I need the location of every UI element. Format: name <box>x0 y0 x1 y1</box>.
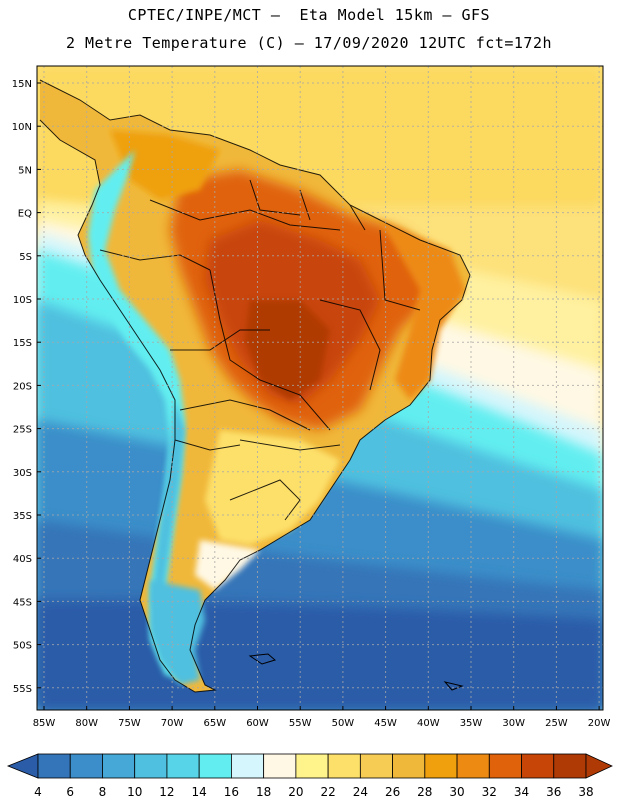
chart-title-line-1: CPTEC/INPE/MCT – Eta Model 15km – GFS <box>127 6 491 24</box>
colorbar-swatch <box>392 753 426 779</box>
lon-label-25w: 25W <box>545 718 568 729</box>
colorbar-label: 4 <box>34 785 42 799</box>
colorbar-swatch <box>456 753 490 779</box>
colorbar-label: 22 <box>320 785 335 799</box>
colorbar-label: 24 <box>353 785 368 799</box>
lat-label-5n: 5N <box>18 165 32 176</box>
lon-label-85w: 85W <box>33 718 56 729</box>
lat-label-10n: 10N <box>12 122 32 133</box>
colorbar-swatch <box>37 753 71 779</box>
lat-label-10s: 10S <box>13 295 32 306</box>
chart-title-line-2: 2 Metre Temperature (C) – 17/09/2020 12U… <box>65 34 553 52</box>
colorbar-label: 14 <box>192 785 207 799</box>
colorbar-swatch <box>134 753 168 779</box>
lon-label-80w: 80W <box>75 718 98 729</box>
lat-label-15s: 15S <box>13 338 32 349</box>
lon-label-40w: 40W <box>417 718 440 729</box>
colorbar-swatch <box>263 753 297 779</box>
colorbar-swatch <box>198 753 232 779</box>
temperature-colorbar: 4 6 8 10 12 14 16 18 20 22 24 26 28 30 32 34 36 38 <box>6 753 613 799</box>
lat-label-eq: EQ <box>18 209 32 220</box>
colorbar-swatch <box>102 753 136 779</box>
lon-label-70w: 70W <box>161 718 184 729</box>
colorbar-arrow-low <box>6 753 39 779</box>
colorbar-label: 12 <box>159 785 174 799</box>
colorbar-swatch <box>295 753 329 779</box>
lat-label-30s: 30S <box>13 468 32 479</box>
lat-label-35s: 35S <box>13 511 32 522</box>
lat-label-45s: 45S <box>13 597 32 608</box>
lat-label-5s: 5S <box>19 252 32 263</box>
map-frame <box>36 65 604 711</box>
lat-label-55s: 55S <box>13 684 32 695</box>
colorbar-label: 30 <box>449 785 464 799</box>
colorbar-label: 36 <box>546 785 561 799</box>
colorbar-swatch <box>521 753 555 779</box>
lat-label-25s: 25S <box>13 425 32 436</box>
lat-label-50s: 50S <box>13 641 32 652</box>
colorbar-swatch <box>488 753 522 779</box>
lon-label-60w: 60W <box>246 718 269 729</box>
lon-label-20w: 20W <box>588 718 611 729</box>
lon-label-65w: 65W <box>203 718 226 729</box>
colorbar-swatch <box>359 753 393 779</box>
lon-label-50w: 50W <box>332 718 355 729</box>
colorbar-label: 16 <box>224 785 239 799</box>
colorbar-swatch <box>424 753 458 779</box>
lon-label-55w: 55W <box>289 718 312 729</box>
temperature-field <box>37 66 603 710</box>
colorbar-swatch <box>69 753 103 779</box>
colorbar-label: 32 <box>482 785 497 799</box>
colorbar-label: 20 <box>288 785 303 799</box>
colorbar-swatch <box>166 753 200 779</box>
colorbar-label: 18 <box>256 785 271 799</box>
colorbar-swatch <box>553 753 587 779</box>
colorbar-swatch <box>231 753 265 779</box>
lat-label-15n: 15N <box>12 79 32 90</box>
lon-label-75w: 75W <box>118 718 141 729</box>
lon-label-35w: 35W <box>460 718 483 729</box>
colorbar-swatch <box>327 753 361 779</box>
lat-label-20s: 20S <box>13 381 32 392</box>
colorbar-label: 26 <box>385 785 400 799</box>
lon-label-45w: 45W <box>374 718 397 729</box>
longitude-axis: 85W 80W 75W 70W 65W 60W 55W 50W 45W 40W 35W 30W 25W 2… <box>33 706 611 729</box>
colorbar-label: 28 <box>417 785 432 799</box>
colorbar-label: 38 <box>578 785 593 799</box>
colorbar-label: 8 <box>99 785 107 799</box>
colorbar-label: 6 <box>66 785 74 799</box>
colorbar-arrow-high <box>585 753 613 779</box>
colorbar-label: 10 <box>127 785 142 799</box>
latitude-axis: 15N 10N 5N EQ 5S 10S 15S 20S 25S 30S 35S 40S 45S 50S 5… <box>12 79 41 695</box>
lon-label-30w: 30W <box>502 718 525 729</box>
colorbar-label: 34 <box>514 785 529 799</box>
lat-label-40s: 40S <box>13 554 32 565</box>
